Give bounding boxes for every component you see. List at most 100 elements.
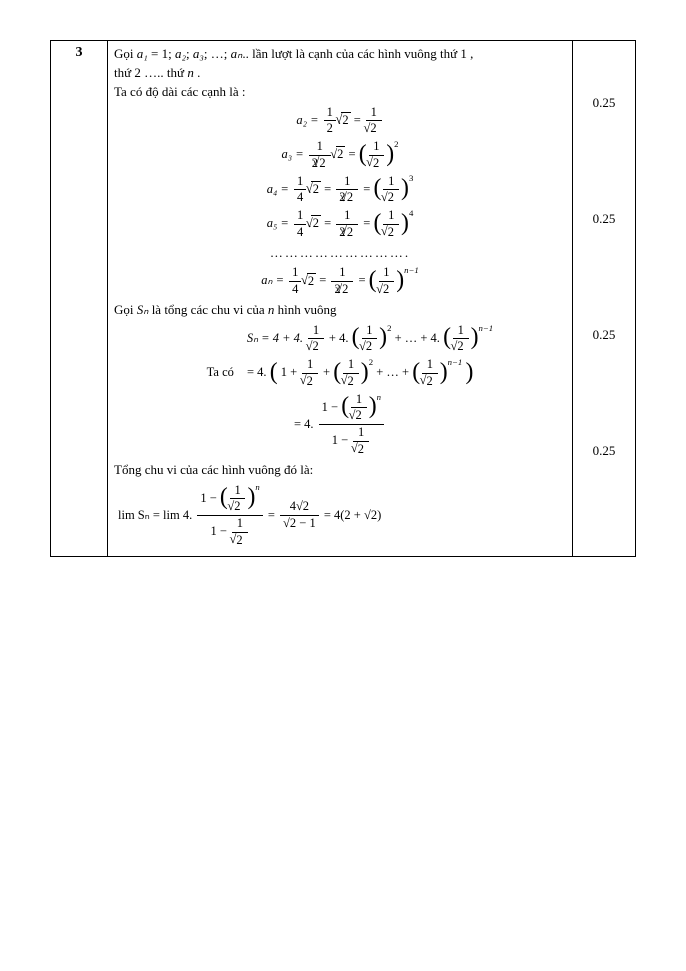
den: 2 [302,374,318,389]
num: 1 [453,324,469,340]
den: 2 [366,121,382,136]
problem-number: 3 [76,45,83,60]
sqrt2: 2 [305,373,315,388]
var-an: aₙ [231,46,243,61]
lim-lhs: lim Sₙ = lim 4. [118,507,192,521]
sqrt2: 2 [456,338,466,353]
sqrt2: 2 [307,273,317,288]
paren-close: ) [440,363,448,382]
text: là tổng các chu vi của [148,302,267,317]
num: 1 [379,266,395,282]
paren-open: ( [412,363,420,382]
num: 1 [336,175,358,191]
frac: 14 [289,266,301,297]
sqrt2: 2 [235,532,245,547]
frac: 14 [294,209,306,240]
text: + [323,365,333,379]
text: . [194,65,201,80]
num: 1 [422,358,438,374]
sqrt2: 2 [233,498,243,513]
exponent: 2 [394,139,398,149]
num: 1 [230,484,246,500]
num: 1 [331,266,353,282]
score-value: 0.25 [579,393,629,509]
lhs: Sₙ = 4 + 4. [247,331,303,345]
ta-co-label: Ta có [207,365,234,379]
den: 22 [336,190,358,205]
eq-a4: a₄ = 14.2 = 122 = (12)3 [114,175,566,206]
table-row: 3 Gọi a₁ = 1; a₂; a₃; …; aₙ.. lần lượt l… [51,41,636,557]
eq-sn-factored: Ta có = 4. ( 1 + 12 + (12)2 + … + (12)n−… [114,358,566,389]
num: 1 [336,209,358,225]
exponent: n [255,482,259,492]
text: = 1; [148,46,175,61]
frac: 122 [309,140,331,171]
exponent: n [377,392,381,402]
text: Gọi [114,302,137,317]
text: + … + 4. [395,331,440,345]
exponent: n−1 [479,323,494,333]
sqrt2: 2 [346,373,356,388]
num: 1 [308,324,324,340]
var-a3: a₃ [193,46,204,61]
sqrt2: 2 [386,224,396,239]
text: = 4. [294,417,314,431]
sqrt2: 2 [341,281,351,296]
final-result: = 4(2 + √2) [324,507,381,521]
sqrt2: 2 [346,224,356,239]
score-value: 0.25 [579,45,629,161]
frac: 12 [302,358,318,389]
frac: 12 [366,106,382,137]
den: 1 − 12 [197,516,262,548]
exponent: n−1 [404,265,419,275]
sqrt2: 2 [356,441,366,456]
paren-close: ) [386,145,394,164]
lhs: a₂ = [296,113,321,127]
frac: 12 [324,106,336,137]
text: Gọi [114,46,137,61]
num: 1 [369,140,385,156]
score-list: 0.25 0.25 0.25 0.25 [579,45,629,509]
goi-sn-line: Gọi Sₙ là tổng các chu vi của n hình vuô… [114,301,566,320]
den: 2 [324,121,336,136]
text: ; …; [204,46,231,61]
paren-close: ) [465,363,473,382]
sqrt2: 2 [354,407,364,422]
den: 2 [362,339,378,354]
paren-close: ) [379,328,387,347]
exponent: 2 [387,323,391,333]
den: 2 [422,374,438,389]
frac: 122 [336,209,358,240]
page: 3 Gọi a₁ = 1; a₂; a₃; …; aₙ.. lần lượt l… [0,0,686,597]
sqrt2: 2 [341,112,351,127]
den: 2 [369,156,385,171]
num: 1 − (12)n [319,393,384,426]
num: 1 [302,358,318,374]
num: 1 [343,358,359,374]
frac: 12 [353,426,369,457]
sqrt2: 2 [425,373,435,388]
score-cell: 0.25 0.25 0.25 0.25 [573,41,636,557]
lhs: a₄ = [267,182,292,196]
den: 1 − 12 [319,425,384,457]
frac: 12 [369,140,385,171]
eq-sn-expand: Sₙ = 4 + 4. 12 + 4. (12)2 + … + 4. (12)n… [114,324,566,355]
text: + … + [376,365,412,379]
text: .. lần lượt là cạnh của các hình vuông t… [242,46,473,61]
sqrt2: 2 [346,189,356,204]
den: 2 [383,190,399,205]
line-3: Ta có độ dài các cạnh là : [114,83,566,102]
frac: 12 [383,175,399,206]
den: 2 [232,533,248,548]
num: 1 [383,209,399,225]
text: 1 + [281,365,301,379]
eq-limit: lim Sₙ = lim 4. 1 − (12)n 1 − 12 = 4√2√2… [114,484,566,548]
eq-a5: a₅ = 14.2 = 122 = (12)4 [114,209,566,240]
lhs: a₅ = [267,216,292,230]
text: thứ 2 ….. thứ [114,65,187,80]
exponent: n−1 [448,357,463,367]
sqrt2: 2 [336,146,346,161]
sqrt2: 2 [311,215,321,230]
num: 4√2 [280,500,319,516]
frac: 12 [351,393,367,424]
